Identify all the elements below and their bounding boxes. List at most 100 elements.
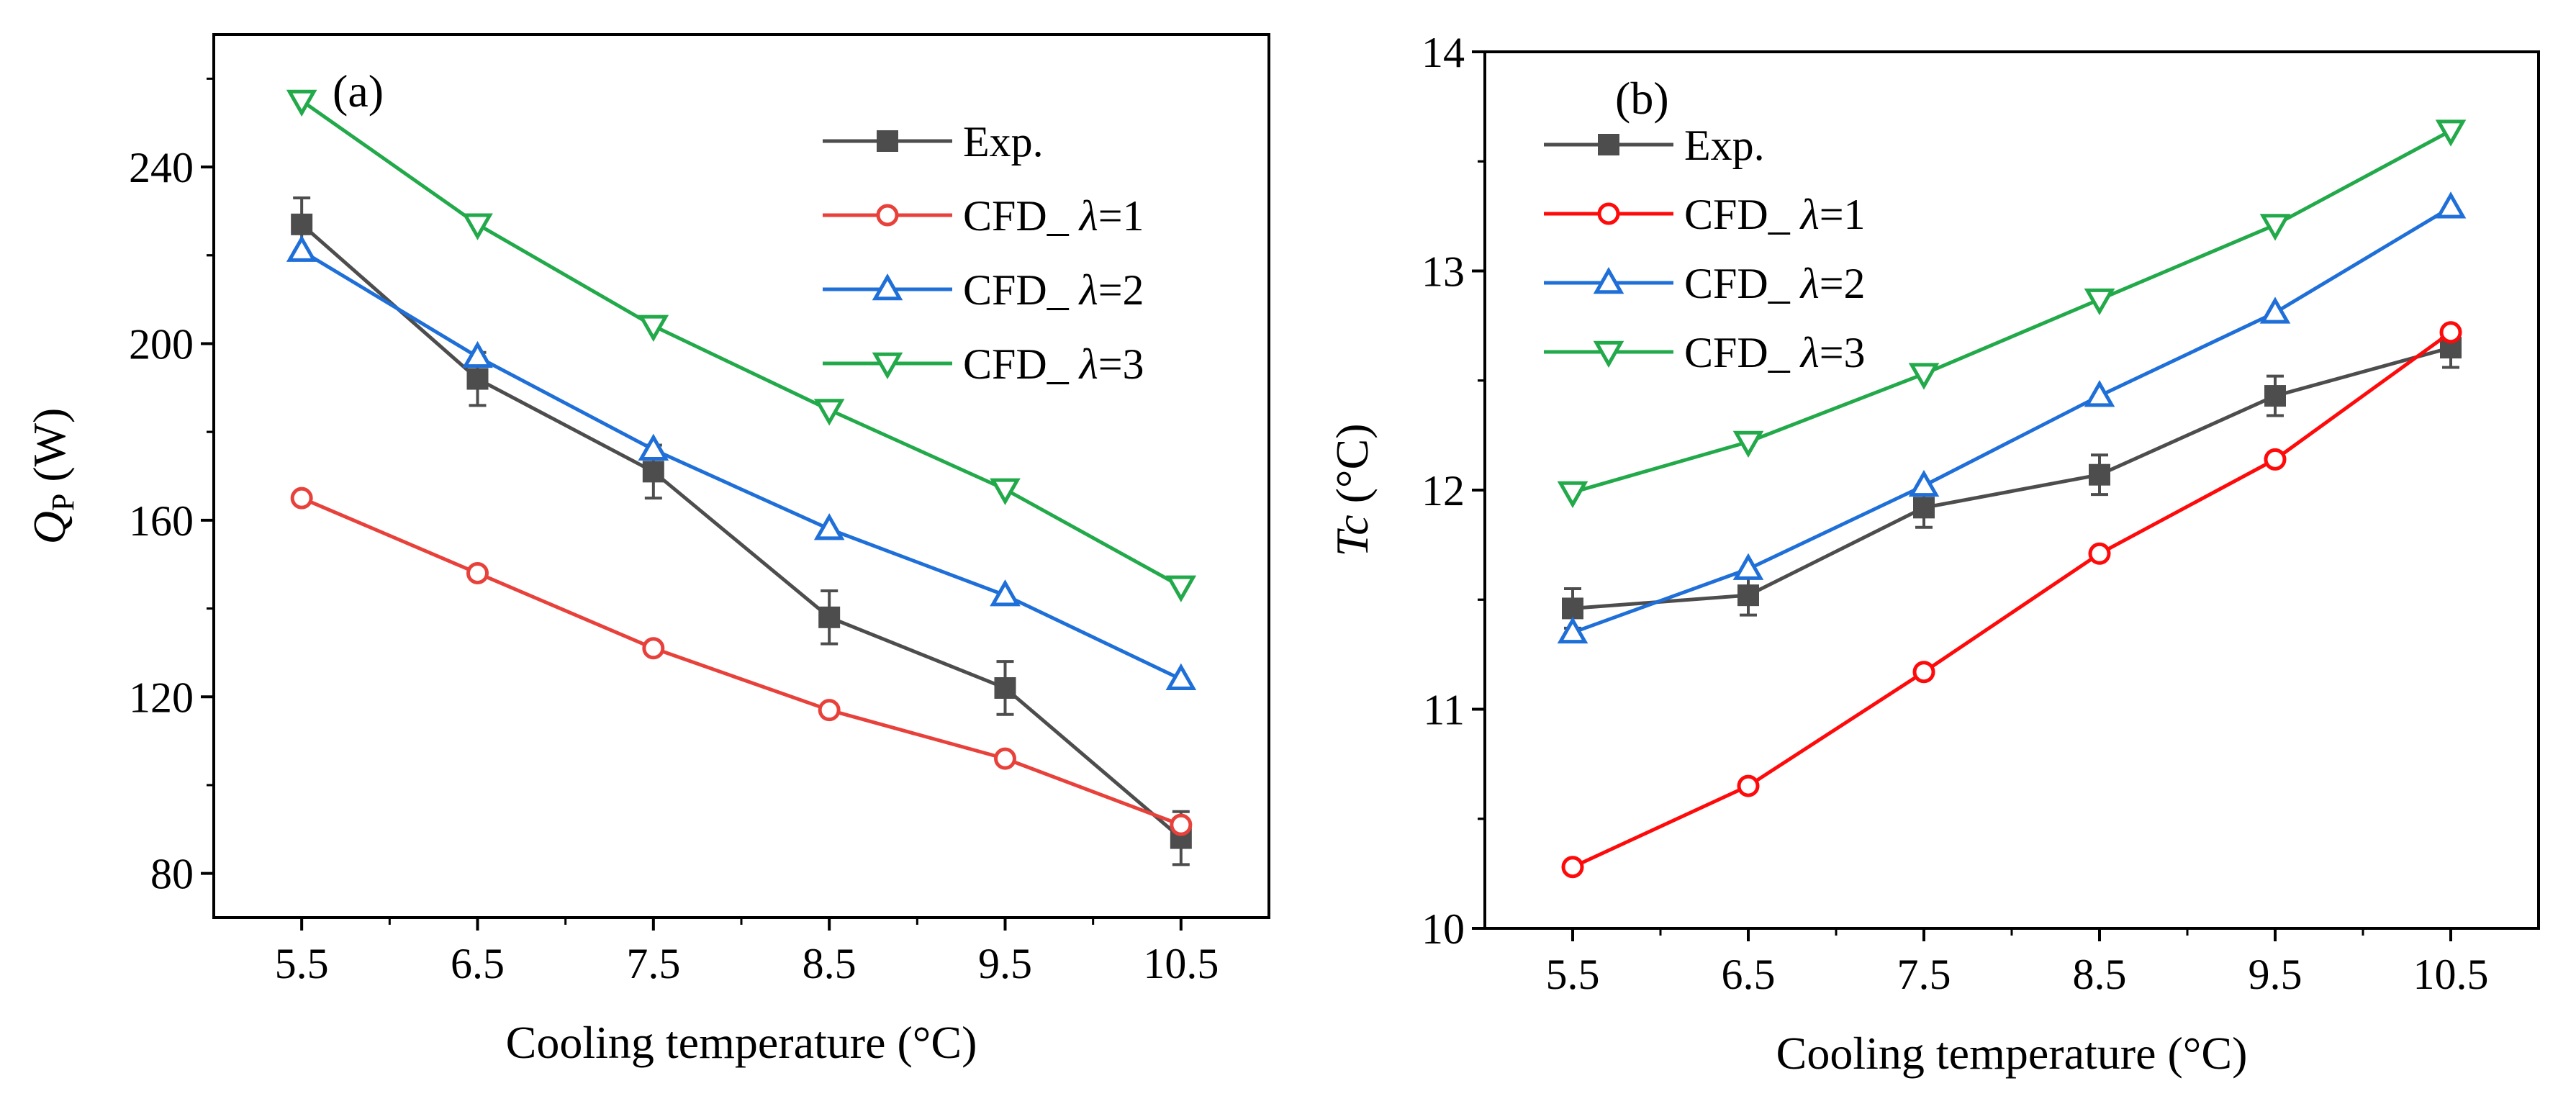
y-axis-subscript: P [45,494,81,511]
x-tick-label: 5.5 [275,940,329,987]
legend-label: CFD_ λ=3 [1684,329,1866,376]
data-point [2259,297,2291,324]
data-point [286,89,317,117]
legend-lambda: λ [1078,192,1098,240]
data-point [872,352,903,380]
x-tick-label: 5.5 [1546,951,1600,998]
chart-panel-b: 5.5 6.5 7.5 8.5 9.5 10.5 10 11 12 13 14 Cooling tem… [1327,29,2540,1079]
data-point [1908,363,1940,390]
y-axis-unit: (W) [24,408,75,494]
data-point [1737,584,1759,607]
data-point [1597,202,1620,225]
legend-label: Exp. [963,118,1044,166]
data-point [990,579,1021,607]
data-point [1170,813,1193,836]
data-point [462,213,493,240]
data-point [1598,134,1619,155]
data-point [286,235,317,262]
data-point [2435,191,2467,219]
x-axis-title: Cooling temperature (°C) [506,1017,977,1068]
data-point [466,561,489,584]
series-3 [1557,119,2467,509]
data-point [994,676,1016,699]
x-tick-label: 10.5 [1143,940,1219,987]
x-tick-label: 10.5 [2413,951,2489,998]
y-tick-label: 13 [1422,248,1465,296]
data-point [1732,430,1764,458]
data-point [2439,321,2462,344]
data-point [2264,448,2287,471]
legend-entry-0: Exp. [1544,122,1765,169]
legend-label: CFD_ λ=3 [963,340,1144,388]
data-point [1908,469,1940,497]
plot-frame [212,33,1270,919]
data-point [876,204,899,227]
data-point [290,486,313,510]
series-0 [291,196,1192,866]
x-tick-label: 6.5 [1722,951,1776,998]
legend-lambda: λ [1799,329,1820,376]
legend-prefix: Exp. [963,118,1044,166]
data-point [1737,774,1760,797]
y-tick-label: 120 [129,674,194,721]
legend-prefix: CFD_ [1684,191,1801,238]
data-point [990,478,1021,505]
series-line [300,99,1183,589]
x-tick-label: 8.5 [2073,951,2127,998]
legend-suffix: =1 [1098,192,1144,240]
legend-prefix: CFD_ [1684,260,1801,307]
y-axis-symbol: Q [24,511,75,544]
data-point [1165,575,1197,602]
data-point [813,513,845,540]
data-point [1593,266,1624,294]
data-point [2088,542,2111,565]
data-point [1913,497,1935,519]
data-point [1593,340,1624,368]
data-point [994,747,1016,770]
data-point [466,368,489,390]
legend-suffix: =2 [1098,266,1144,314]
y-tick-label: 14 [1422,29,1465,76]
series-1 [1561,321,2462,879]
data-point [2435,119,2467,147]
y-axis-unit: (°C) [1327,423,1378,515]
x-tick-label: 9.5 [2249,951,2302,998]
legend-prefix: CFD_ [963,192,1080,240]
x-tick-label: 7.5 [626,940,680,987]
legend-lambda: λ [1078,266,1098,314]
legend-label: Exp. [1684,122,1765,169]
series-line [1571,330,2452,869]
chart-panel-a: 5.5 6.5 7.5 8.5 9.5 10.5 80 120 160 200 240 Cooling… [24,33,1270,1068]
panel-label: (b) [1615,73,1669,124]
panel-label: (a) [333,65,384,117]
data-point [2089,463,2110,486]
y-axis-symbol: Tc [1327,515,1378,556]
data-point [642,637,665,660]
series-line [1572,206,2452,635]
legend-suffix: =3 [1098,340,1144,388]
legend-prefix: CFD_ [963,266,1080,314]
y-axis-title: Tc (°C) [1327,423,1378,556]
legend-entry-3: CFD_ λ=3 [1544,329,1866,376]
series-2 [1557,191,2467,644]
data-point [877,130,898,152]
y-tick-label: 80 [150,851,194,898]
legend-label: CFD_ λ=1 [963,192,1144,240]
legend-lambda: λ [1799,260,1820,307]
x-tick-label: 9.5 [978,940,1032,987]
data-point [642,461,664,483]
y-tick-label: 240 [129,144,194,191]
data-point [818,699,841,722]
y-axis-title: QP (W) [24,408,81,545]
data-point [1732,553,1764,580]
legend-entry-0: Exp. [823,118,1044,166]
legend-lambda: λ [1799,191,1820,238]
legend-entry-2: CFD_ λ=2 [823,266,1144,314]
y-tick-label: 200 [129,320,194,368]
data-point [1557,616,1588,644]
data-point [462,340,493,368]
data-point [638,433,669,461]
data-point [1165,663,1197,690]
y-tick-label: 11 [1423,687,1465,734]
